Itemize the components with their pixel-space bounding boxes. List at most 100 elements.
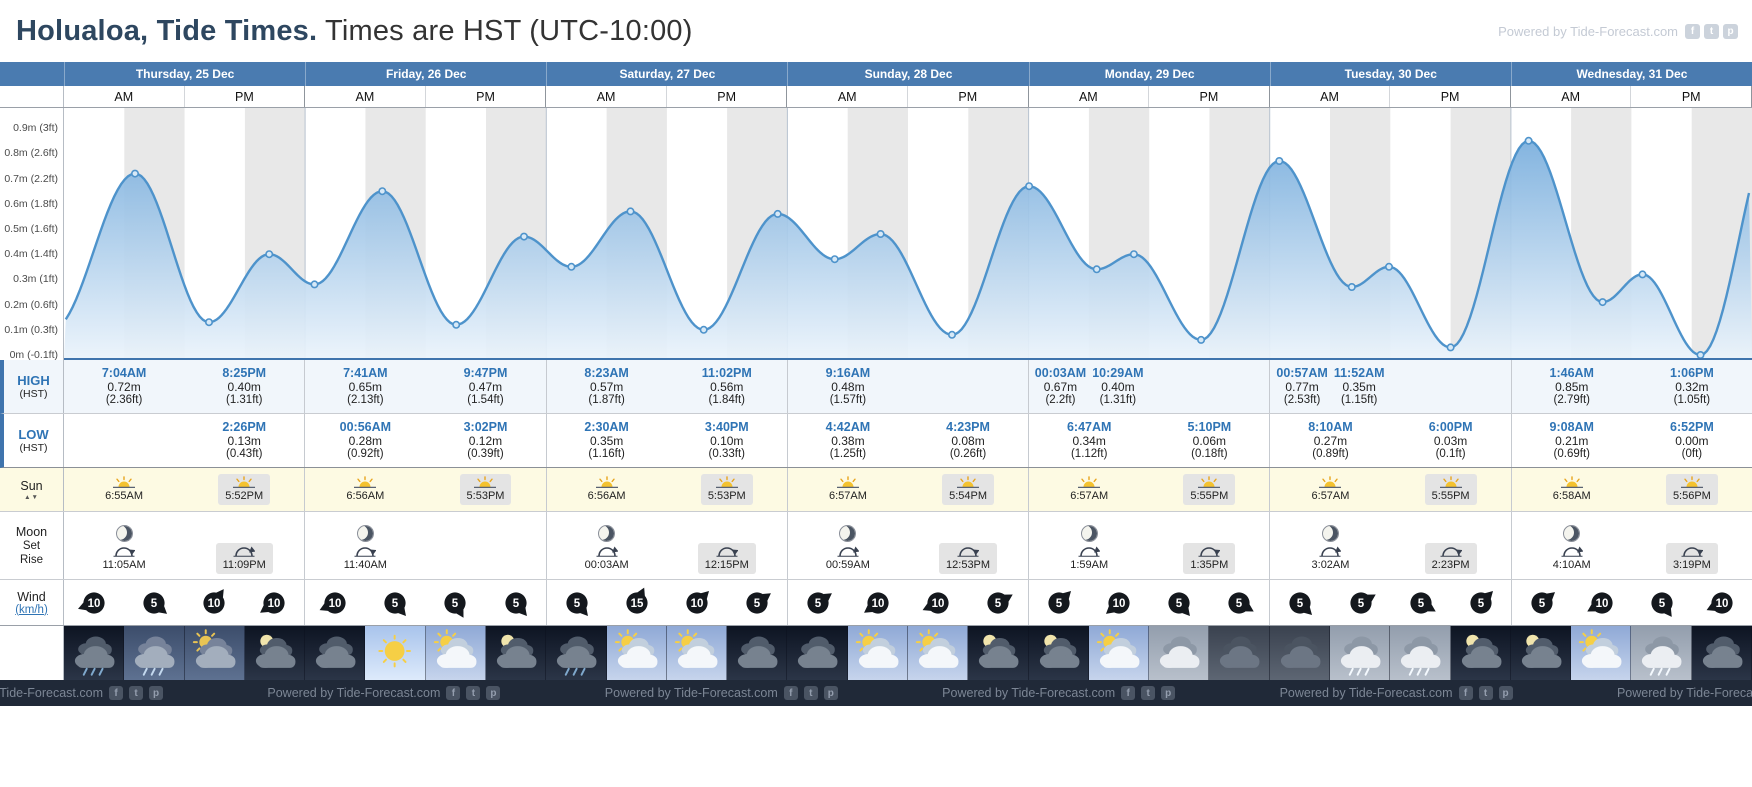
sun-label: Sun — [20, 478, 43, 493]
wind-day-cell: 5 15 10 5 — [547, 580, 788, 625]
moon-rise-entry: 1:59AM — [1063, 523, 1115, 574]
high-day-cell: 7:04AM 0.72m (2.36ft) 8:25PM 0.40m (1.31… — [64, 360, 306, 413]
moon-set-icon — [354, 547, 377, 557]
tide-height-ft: (0.89ft) — [1312, 447, 1349, 460]
tide-height-ft: (1.15ft) — [1340, 393, 1378, 406]
tide-height-ft: (1.31ft) — [1099, 393, 1137, 406]
y-axis-label: 0.4m (1.4ft) — [4, 248, 58, 261]
social-icon-1[interactable]: f — [1458, 686, 1473, 700]
social-icon-3[interactable]: p — [1723, 23, 1738, 39]
y-axis-label: 0m (-0.1ft) — [9, 349, 58, 360]
sunset-icon — [1680, 476, 1703, 488]
tide-height-m: 0.21m — [1555, 433, 1589, 448]
social-icon-1[interactable]: f — [109, 686, 123, 700]
tide-time: 11:52AM — [1333, 365, 1385, 380]
low-tide-entry: 2:30AM 0.35m (1.16ft) — [584, 420, 628, 461]
ampm-day-cell: AM PM — [546, 86, 788, 107]
watermark: Powered by Tide-Forecast.com ftp — [0, 686, 163, 700]
wind-speed-icon: 10 — [1106, 591, 1130, 614]
tide-time: 4:23PM — [946, 419, 990, 434]
social-icon-3[interactable]: p — [1498, 686, 1513, 700]
sunrise-icon — [836, 476, 859, 488]
social-icon-2[interactable]: t — [1704, 23, 1719, 39]
low-day-cell: 2:30AM 0.35m (1.16ft) 3:40PM 0.10m (0.33… — [547, 414, 788, 467]
svg-text:10: 10 — [268, 598, 281, 610]
weather-icon-suncloud — [614, 629, 657, 668]
watermark-text: Powered by Tide-Forecast.com — [1616, 686, 1752, 700]
tide-height-ft: (1.16ft) — [588, 447, 625, 460]
tide-time: 6:47AM — [1066, 419, 1112, 434]
social-icon-1[interactable]: f — [1685, 23, 1700, 39]
weather-icon-mooncloud — [496, 634, 537, 668]
social-icon-2[interactable]: t — [129, 686, 143, 700]
sunrise-entry: 6:56AM — [581, 474, 633, 505]
tide-height-m: 0.67m — [1043, 379, 1078, 394]
low-day-cell: 2:26PM 0.13m (0.43ft) — [64, 414, 306, 467]
sunrise-time: 6:57AM — [828, 490, 867, 502]
weather-tile-suncloud — [1571, 626, 1632, 680]
moon-set-icon — [957, 547, 980, 557]
social-icon-3[interactable]: p — [1161, 686, 1176, 700]
sunset-time: 5:55PM — [1431, 490, 1470, 502]
tide-height-m: 0.08m — [951, 433, 985, 448]
social-icon-1[interactable]: f — [783, 686, 798, 700]
tide-height-m: 0.56m — [710, 379, 744, 394]
high-tide-entry: 1:06PM 0.32m (1.05ft) — [1670, 366, 1714, 407]
sunset-entry: 5:53PM — [700, 474, 753, 505]
wind-reading: 5 — [1029, 580, 1089, 625]
svg-text:5: 5 — [1236, 598, 1243, 610]
social-icon-3[interactable]: p — [486, 686, 501, 700]
moon-rise-icon — [233, 546, 256, 557]
am-label: AM — [1511, 86, 1632, 107]
social-icon-1[interactable]: f — [1121, 686, 1136, 700]
social-icon-2[interactable]: t — [466, 686, 481, 700]
sunrise-time: 6:57AM — [1070, 490, 1109, 502]
wind-speed-icon: 10 — [686, 590, 709, 614]
moon-day-cell: 3:02AM 2:23PM — [1270, 512, 1512, 579]
svg-text:5: 5 — [995, 598, 1002, 610]
sun-day-cell: 6:55AM 5:52PM — [64, 468, 306, 511]
tide-time: 8:10AM — [1308, 419, 1353, 434]
wind-day-cell: 5 10 10 5 — [788, 580, 1030, 625]
social-icon-1[interactable]: f — [446, 686, 461, 700]
day-header-corner — [0, 62, 64, 86]
weather-day-cell — [1028, 626, 1270, 680]
high-tide-entry: 10:29AM 0.40m (1.31ft) — [1092, 366, 1143, 407]
tide-height-m: 0.77m — [1285, 379, 1319, 394]
wind-reading: 5 — [425, 580, 485, 625]
pm-label: PM — [476, 89, 495, 104]
sun-day-cell: 6:57AM 5:55PM — [1029, 468, 1271, 511]
weather-icon-sun — [378, 634, 412, 668]
watermark-text: Powered by Tide-Forecast.com — [0, 686, 103, 700]
wind-day-cell: 5 5 5 5 — [1270, 580, 1512, 625]
low-timezone-label: (HST) — [19, 442, 48, 454]
moon-phase-icon — [1563, 525, 1581, 542]
wind-unit-link[interactable]: (km/h) — [15, 603, 48, 616]
weather-tile-suncloud — [907, 626, 969, 680]
social-icon-2[interactable]: t — [803, 686, 818, 700]
tide-height-m: 0.03m — [1433, 433, 1468, 448]
svg-text:5: 5 — [1477, 598, 1484, 610]
social-icon-3[interactable]: p — [823, 686, 838, 700]
sun-day-cell: 6:58AM 5:56PM — [1512, 468, 1752, 511]
social-icon-2[interactable]: t — [1478, 686, 1493, 700]
tide-height-m: 0.85m — [1555, 379, 1589, 394]
sunset-entry: 5:55PM — [1183, 474, 1236, 505]
high-tide-entry: 9:16AM 0.48m (1.57ft) — [826, 366, 870, 407]
social-icon-2[interactable]: t — [1141, 686, 1156, 700]
high-timezone-label: (HST) — [19, 388, 48, 400]
wind-label: Wind — [17, 589, 46, 604]
weather-icon-mooncloud — [1039, 634, 1079, 668]
weather-tile-cloud — [787, 626, 848, 680]
tide-height-ft: (1.57ft) — [829, 393, 867, 406]
moon-set-icon — [113, 547, 136, 557]
sunrise-time: 6:57AM — [1311, 490, 1350, 502]
social-icon-3[interactable]: p — [149, 686, 163, 700]
am-label: AM — [64, 86, 185, 107]
pm-label: PM — [1199, 89, 1219, 104]
wind-speed-icon: 5 — [987, 591, 1013, 614]
sunrise-icon — [354, 476, 377, 488]
